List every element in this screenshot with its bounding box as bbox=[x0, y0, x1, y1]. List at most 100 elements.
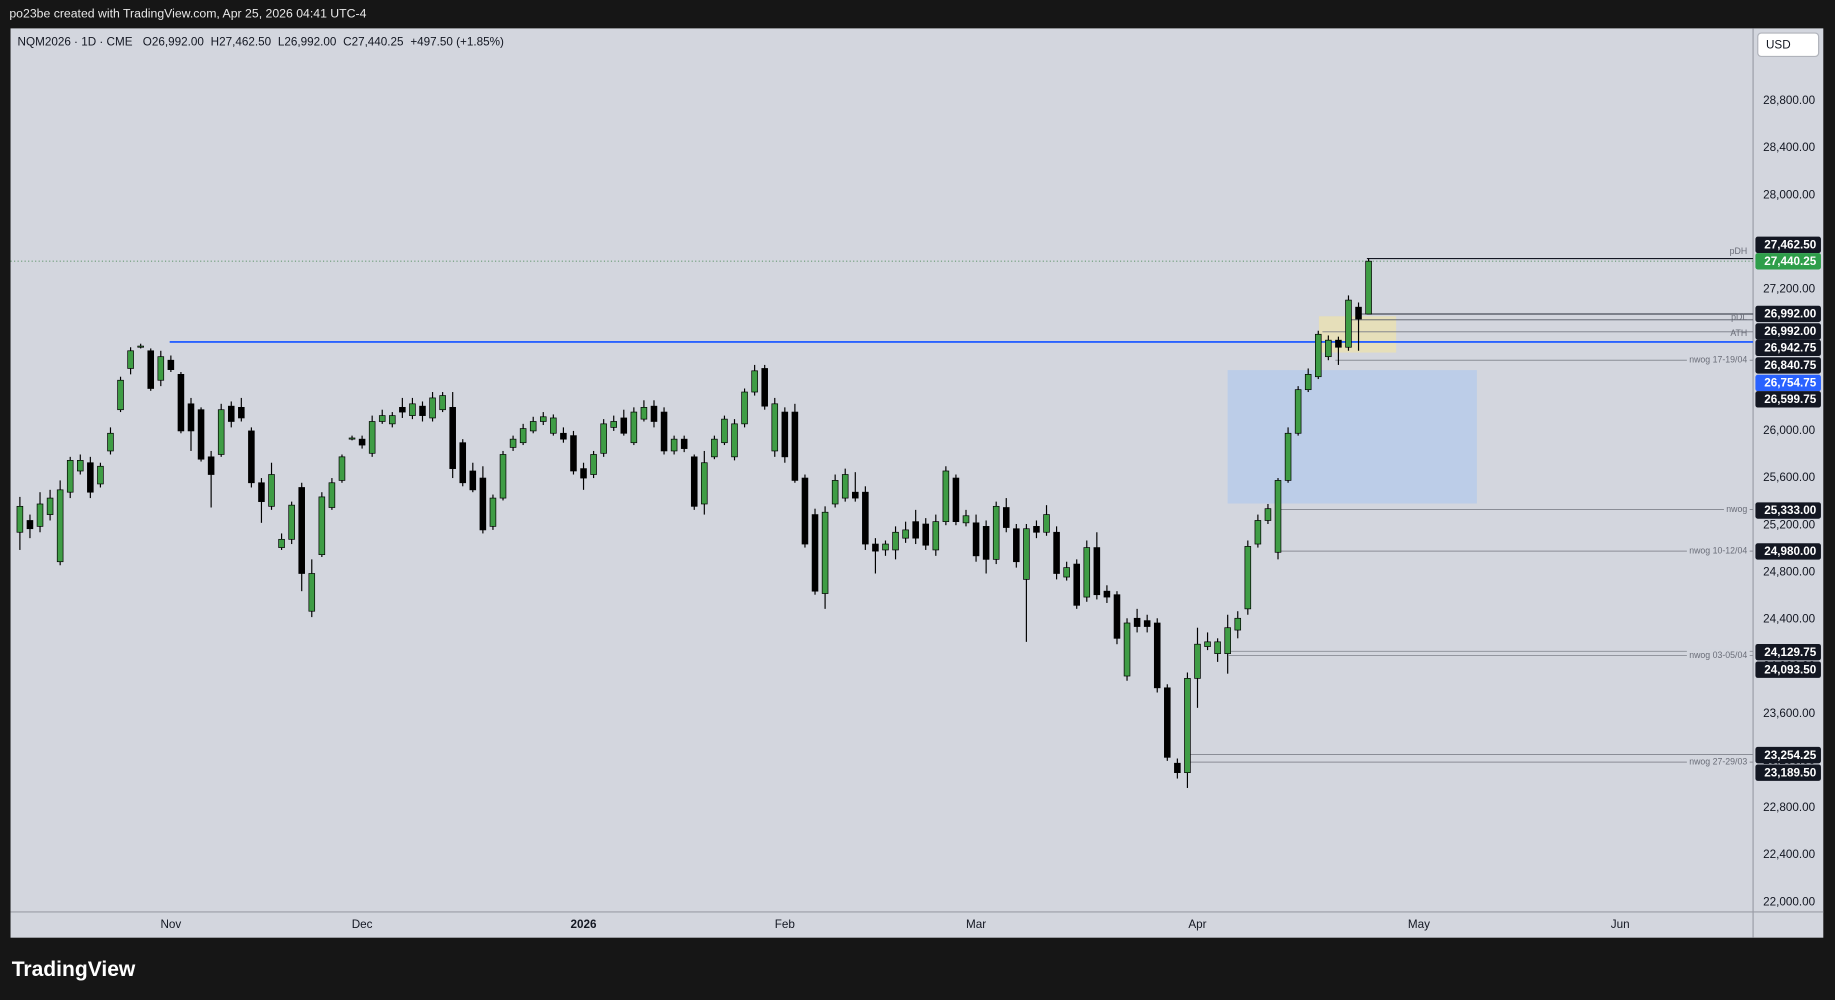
top-caption: po23be created with TradingView.com, Apr… bbox=[9, 7, 366, 21]
candle-body bbox=[107, 432, 114, 452]
candle-body bbox=[66, 460, 74, 493]
price-tag-label: 26,992.00 bbox=[1764, 325, 1816, 338]
candle-body bbox=[238, 406, 245, 419]
candle-body bbox=[550, 417, 557, 434]
candle-body bbox=[690, 456, 698, 507]
y-tick-label: 22,400.00 bbox=[1763, 848, 1815, 861]
brand-logo[interactable]: TradingView bbox=[12, 958, 136, 981]
candle-body bbox=[429, 397, 436, 419]
candle-body bbox=[197, 409, 205, 460]
candle-body bbox=[1204, 641, 1211, 647]
candle-body bbox=[318, 496, 326, 555]
candle-body bbox=[479, 477, 487, 531]
candle-body bbox=[56, 489, 64, 563]
x-tick-label: Dec bbox=[352, 918, 373, 931]
candle-body bbox=[1133, 617, 1141, 627]
price-tag bbox=[1755, 746, 1821, 764]
price-tag bbox=[1755, 391, 1821, 408]
candle-body bbox=[389, 415, 396, 425]
candle-body bbox=[46, 497, 54, 515]
candle-body bbox=[217, 409, 225, 455]
currency-button[interactable] bbox=[1757, 32, 1820, 58]
zone bbox=[1318, 316, 1397, 353]
candle-body bbox=[660, 411, 668, 452]
currency-label[interactable]: USD bbox=[1766, 38, 1791, 51]
x-tick-label: Nov bbox=[160, 918, 181, 931]
price-tag-label: 23,254.25 bbox=[1764, 749, 1816, 762]
level-note: pDH bbox=[1730, 246, 1748, 256]
level-note-bg bbox=[1686, 354, 1750, 365]
candle-body bbox=[227, 405, 235, 422]
y-tick-label: 22,800.00 bbox=[1763, 801, 1815, 814]
candle-body bbox=[539, 416, 547, 422]
price-tag-label: 26,599.75 bbox=[1764, 393, 1816, 406]
candle-body bbox=[1083, 547, 1091, 598]
candle-body bbox=[1244, 546, 1252, 610]
candle-body bbox=[821, 511, 829, 594]
x-tick-label: May bbox=[1408, 918, 1430, 931]
candle-body bbox=[801, 477, 809, 545]
ohlc-key: C bbox=[343, 36, 351, 49]
candle-body bbox=[1254, 520, 1262, 545]
y-tick-label: 22,000.00 bbox=[1763, 895, 1815, 908]
candle-body bbox=[348, 437, 356, 440]
candle-body bbox=[368, 421, 376, 454]
candle-body bbox=[1355, 306, 1362, 320]
candle-body bbox=[1234, 617, 1242, 631]
zone bbox=[1227, 370, 1477, 504]
candle-body bbox=[741, 391, 748, 425]
candle-body bbox=[127, 350, 134, 369]
x-tick-label: Jun bbox=[1611, 918, 1630, 931]
candle-body bbox=[16, 505, 24, 533]
ohlc-key: L bbox=[278, 36, 285, 49]
candle-body bbox=[328, 482, 336, 508]
candle-body bbox=[600, 423, 607, 454]
candle-body bbox=[489, 497, 497, 527]
candle-body bbox=[1073, 563, 1080, 606]
candle-body bbox=[620, 417, 628, 434]
candle-body bbox=[26, 520, 34, 530]
ohlc-key: H bbox=[211, 36, 219, 49]
candle-body bbox=[1023, 528, 1030, 580]
candle-body bbox=[258, 482, 265, 502]
candle-body bbox=[1284, 432, 1292, 481]
plot: pDH pDL ATH nwog 17-19/04 nwog nwog 10-12/04 n… bbox=[10, 246, 1754, 788]
y-tick-label: 23,600.00 bbox=[1763, 707, 1815, 720]
candle-body bbox=[1113, 594, 1121, 639]
level-note-bg bbox=[1686, 649, 1750, 660]
candle-body bbox=[1304, 374, 1312, 391]
candle-body bbox=[1013, 528, 1020, 563]
candle-body bbox=[771, 403, 779, 452]
candle-body bbox=[1314, 333, 1322, 378]
price-tag-label: 26,942.75 bbox=[1764, 342, 1816, 355]
candle-body bbox=[560, 432, 567, 440]
candle-body bbox=[439, 395, 446, 411]
candle-body bbox=[942, 470, 950, 523]
candle-body bbox=[1194, 643, 1201, 679]
y-tick-label: 24,800.00 bbox=[1763, 565, 1815, 578]
candle-body bbox=[670, 438, 678, 452]
price-tag bbox=[1755, 323, 1821, 340]
price-tag bbox=[1755, 661, 1821, 678]
candle-body bbox=[610, 421, 618, 428]
candle-body bbox=[852, 491, 859, 499]
candle-body bbox=[36, 503, 44, 527]
y-tick-label: 26,000.00 bbox=[1763, 424, 1815, 437]
candle-body bbox=[117, 379, 124, 411]
candle-body bbox=[872, 543, 879, 552]
candle-body bbox=[77, 460, 84, 472]
candle-body bbox=[1174, 762, 1181, 774]
ohlc-value: 27,462.50 bbox=[219, 36, 271, 49]
y-tick-label: 25,600.00 bbox=[1763, 471, 1815, 484]
candle-body bbox=[87, 462, 94, 493]
level-note: nwog bbox=[1726, 504, 1747, 514]
candle-body bbox=[912, 521, 919, 539]
candle-body bbox=[1164, 687, 1171, 758]
candle-body bbox=[1033, 526, 1040, 533]
candle-body bbox=[509, 438, 517, 448]
price-tag-label: 26,992.00 bbox=[1764, 308, 1816, 321]
candle-body bbox=[177, 374, 185, 432]
candle-body bbox=[831, 480, 839, 505]
candle-body bbox=[1294, 389, 1302, 434]
price-tag bbox=[1755, 357, 1821, 374]
